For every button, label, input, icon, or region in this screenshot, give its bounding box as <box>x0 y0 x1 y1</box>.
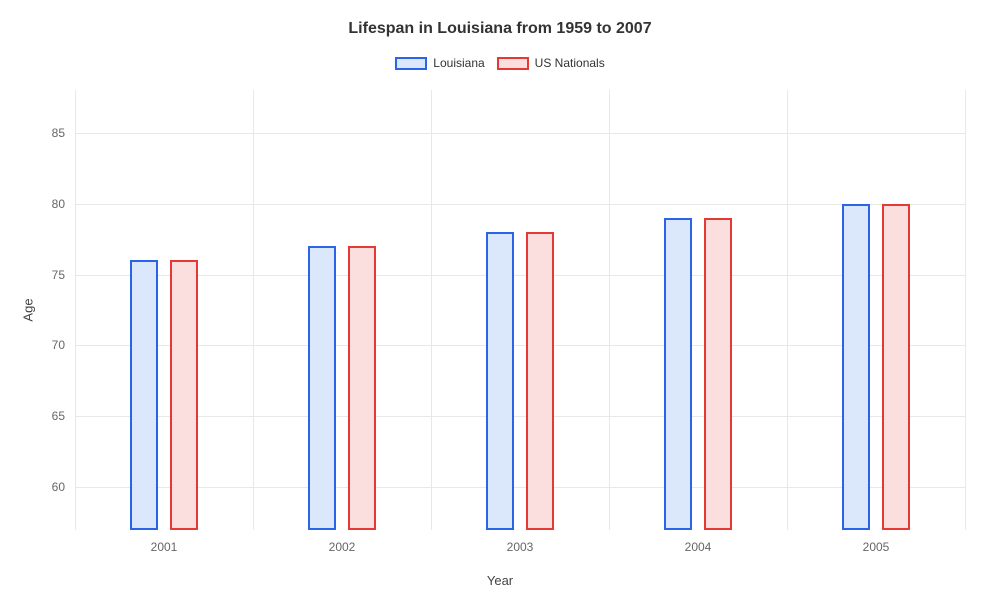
legend-swatch <box>497 57 529 70</box>
x-tick-label: 2003 <box>507 540 534 554</box>
y-axis-label: Age <box>21 298 36 321</box>
x-tick-label: 2001 <box>151 540 178 554</box>
bar <box>704 218 732 530</box>
y-tick-label: 80 <box>52 197 65 211</box>
legend-label: US Nationals <box>535 56 605 70</box>
gridline-horizontal <box>75 275 965 276</box>
gridline-horizontal <box>75 133 965 134</box>
gridline-vertical <box>787 90 788 530</box>
legend-label: Louisiana <box>433 56 484 70</box>
y-tick-label: 70 <box>52 338 65 352</box>
bar <box>486 232 514 530</box>
bar <box>882 204 910 530</box>
y-tick-label: 75 <box>52 268 65 282</box>
legend-item: US Nationals <box>497 56 605 70</box>
y-tick-label: 60 <box>52 480 65 494</box>
gridline-horizontal <box>75 204 965 205</box>
y-tick-label: 65 <box>52 409 65 423</box>
bar <box>842 204 870 530</box>
x-axis-label: Year <box>487 573 513 588</box>
legend-item: Louisiana <box>395 56 484 70</box>
legend: Louisiana US Nationals <box>0 56 1000 70</box>
bar <box>526 232 554 530</box>
bar <box>170 260 198 530</box>
gridline-horizontal <box>75 487 965 488</box>
bar <box>308 246 336 530</box>
chart-title: Lifespan in Louisiana from 1959 to 2007 <box>0 0 1000 38</box>
bar <box>130 260 158 530</box>
gridline-vertical <box>431 90 432 530</box>
gridline-horizontal <box>75 416 965 417</box>
y-tick-label: 85 <box>52 126 65 140</box>
x-tick-label: 2005 <box>863 540 890 554</box>
x-tick-label: 2004 <box>685 540 712 554</box>
plot-area: 60657075808520012002200320042005 <box>75 90 965 530</box>
bar <box>664 218 692 530</box>
gridline-vertical <box>965 90 966 530</box>
chart-container: Lifespan in Louisiana from 1959 to 2007 … <box>0 0 1000 600</box>
x-tick-label: 2002 <box>329 540 356 554</box>
gridline-horizontal <box>75 345 965 346</box>
gridline-vertical <box>609 90 610 530</box>
gridline-vertical <box>75 90 76 530</box>
bar <box>348 246 376 530</box>
legend-swatch <box>395 57 427 70</box>
gridline-vertical <box>253 90 254 530</box>
